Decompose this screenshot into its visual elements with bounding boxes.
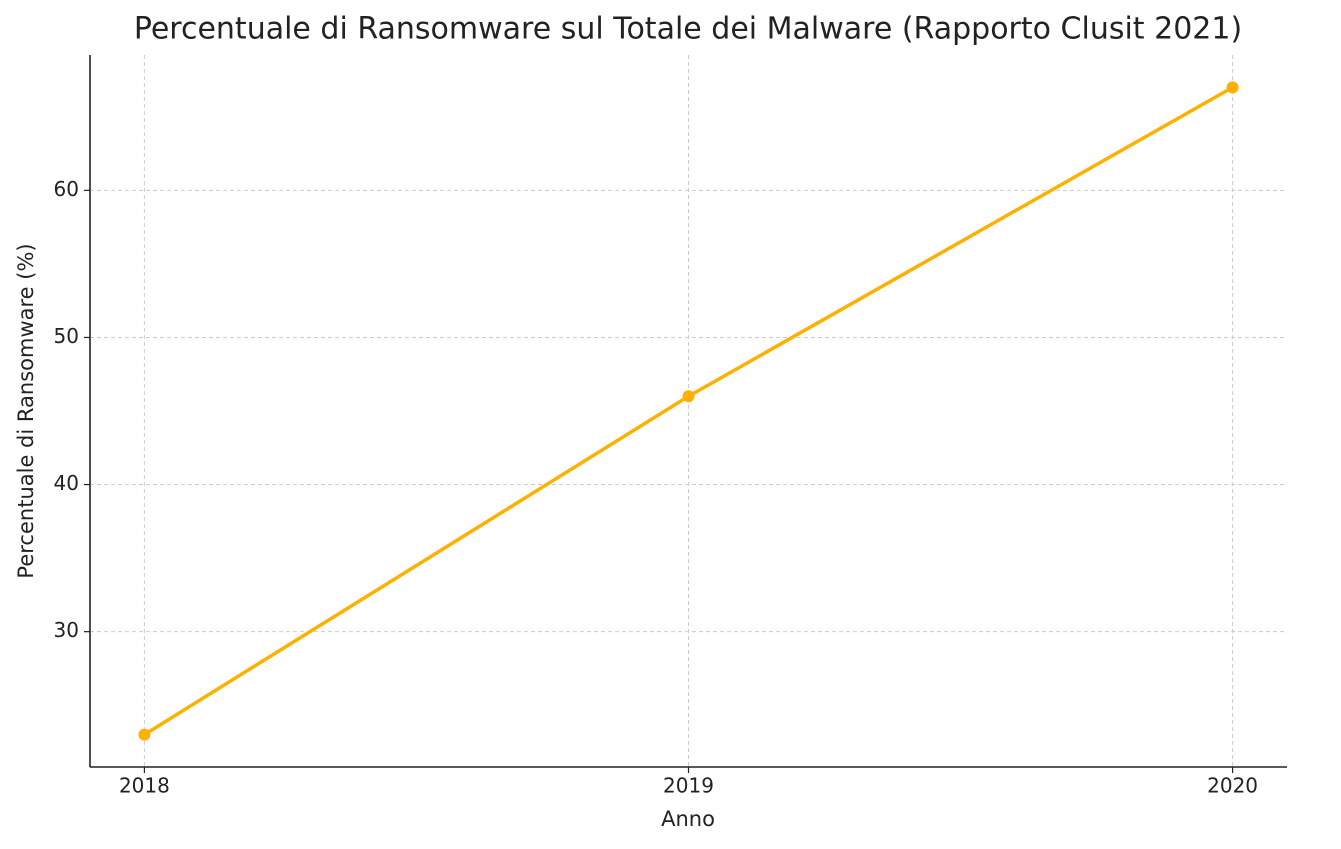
x-tick-label: 2018 (119, 774, 170, 798)
x-tick-label: 2019 (663, 774, 714, 798)
x-axis-label: Anno (661, 807, 715, 831)
chart-title: Percentuale di Ransomware sul Totale dei… (134, 12, 1242, 47)
point (682, 390, 695, 403)
y-tick-label: 60 (54, 177, 79, 201)
y-tick-label: 40 (54, 471, 79, 495)
y-axis-label: Percentuale di Ransomware (%) (14, 243, 38, 578)
y-tick-label: 50 (54, 324, 79, 348)
y-tick-label: 30 (54, 618, 79, 642)
point (1226, 81, 1239, 94)
x-tick-label: 2020 (1207, 774, 1258, 798)
point (138, 728, 151, 741)
